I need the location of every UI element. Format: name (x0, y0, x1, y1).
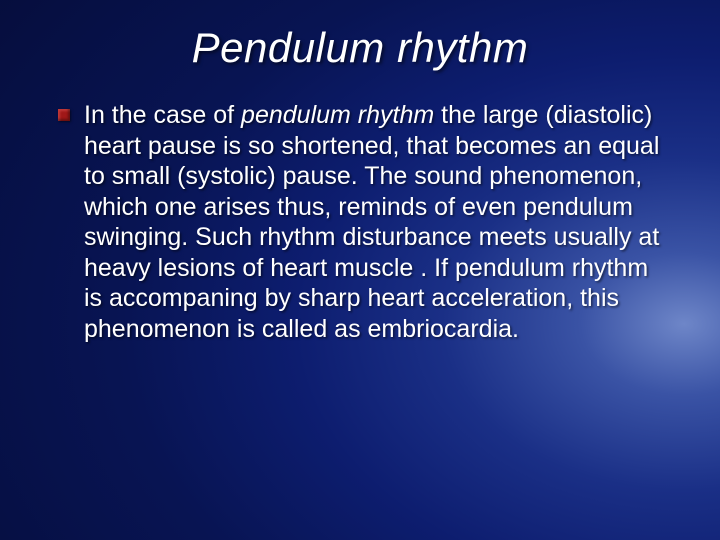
body-segment-1-italic: pendulum rhythm (241, 101, 434, 129)
slide-title: Pendulum rhythm (56, 24, 664, 72)
body-list: In the case of pendulum rhythm the large… (56, 100, 664, 344)
body-segment-0: In the case of (84, 101, 241, 129)
list-item: In the case of pendulum rhythm the large… (56, 100, 664, 344)
slide: Pendulum rhythm In the case of pendulum … (0, 0, 720, 540)
body-segment-2: the large (diastolic) heart pause is so … (84, 101, 659, 343)
